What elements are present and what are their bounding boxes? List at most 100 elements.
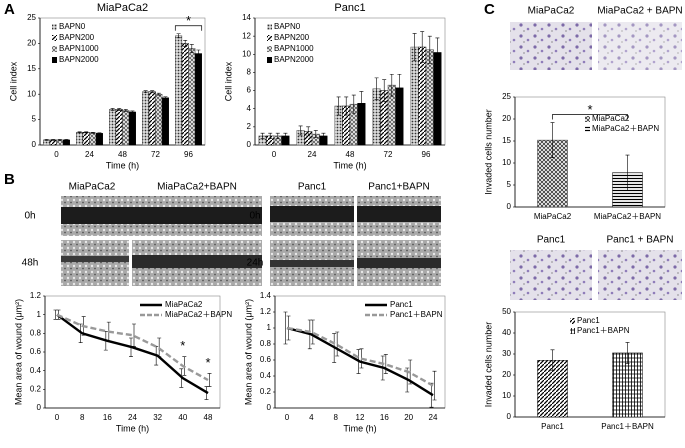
legend-swatch bbox=[267, 24, 272, 30]
y-tick-label: 1 bbox=[267, 323, 272, 332]
x-tick-label: 24 bbox=[308, 150, 317, 159]
error-bar bbox=[44, 139, 49, 141]
micrograph bbox=[510, 22, 592, 70]
error-bar bbox=[260, 132, 265, 139]
bar bbox=[188, 48, 196, 146]
column-label: MiaPaCa2+BAPN bbox=[157, 182, 237, 193]
x-tick-label: MiaPaCa2＋BAPN bbox=[594, 212, 661, 221]
x-tick-label: Panc1 bbox=[541, 422, 564, 431]
chart-title: Panc1 bbox=[334, 2, 365, 14]
legend-swatch bbox=[267, 57, 272, 63]
column-label: Panc1 + BAPN bbox=[607, 235, 674, 246]
legend-label: MiaPaCa2 bbox=[592, 114, 630, 123]
chart-title: MiaPaCa2 bbox=[97, 2, 148, 14]
error-bar bbox=[77, 131, 82, 134]
error-bar bbox=[550, 349, 555, 372]
error-bar bbox=[183, 40, 188, 47]
y-tick-label: 0 bbox=[32, 140, 37, 149]
x-axis-label: Time (h) bbox=[343, 423, 376, 433]
row-label: 24h bbox=[247, 258, 264, 269]
legend-swatch bbox=[585, 116, 590, 122]
error-bar bbox=[132, 323, 136, 347]
y-tick-label: 0.6 bbox=[30, 347, 42, 356]
bar bbox=[425, 49, 434, 146]
micrographs bbox=[61, 22, 682, 300]
error-bar bbox=[163, 96, 168, 100]
x-tick-label: 8 bbox=[80, 413, 85, 422]
error-bar bbox=[313, 130, 318, 139]
error-bar bbox=[389, 73, 394, 97]
y-tick-label: 12 bbox=[242, 31, 251, 40]
error-bar bbox=[143, 90, 148, 93]
bar bbox=[148, 91, 156, 146]
error-bar bbox=[57, 139, 62, 141]
x-tick-label: 0 bbox=[285, 413, 290, 422]
x-axis-label: Time (h) bbox=[333, 160, 366, 170]
error-bar bbox=[435, 37, 440, 68]
significance-bracket bbox=[174, 25, 203, 31]
legend-label: BAPN0 bbox=[59, 22, 86, 31]
y-tick-label: 10 bbox=[27, 89, 36, 98]
panel-letter: B bbox=[4, 171, 15, 188]
bar bbox=[89, 132, 97, 146]
y-axis-label: Mean area of wound (μm²) bbox=[243, 299, 253, 405]
y-tick-label: 0 bbox=[507, 202, 512, 211]
bar bbox=[181, 43, 189, 146]
y-tick-label: 25 bbox=[27, 13, 36, 22]
error-bar bbox=[97, 132, 102, 135]
y-tick-label: 0 bbox=[267, 403, 272, 412]
legend-label: MiaPaCa2＋BAPN bbox=[165, 310, 232, 319]
y-tick-label: 10 bbox=[502, 391, 511, 400]
error-bar bbox=[53, 309, 58, 320]
legend-label: Panc1 bbox=[577, 316, 600, 325]
line bbox=[286, 326, 434, 387]
x-tick-label: 0 bbox=[55, 413, 60, 422]
wound-gap bbox=[357, 206, 441, 222]
bar bbox=[410, 46, 419, 146]
micrograph bbox=[598, 22, 682, 70]
error-bar bbox=[51, 139, 56, 141]
error-bar bbox=[374, 77, 379, 100]
wound-gap bbox=[270, 260, 354, 267]
x-tick-label: 40 bbox=[178, 413, 187, 422]
legend-swatch bbox=[52, 24, 57, 30]
x-tick-label: 48 bbox=[346, 150, 355, 159]
y-tick-label: 25 bbox=[502, 92, 511, 101]
error-bar bbox=[335, 331, 340, 357]
legend-swatch bbox=[570, 318, 575, 324]
legend-swatch bbox=[52, 57, 57, 63]
y-axis-label: Invaded cells number bbox=[483, 322, 493, 408]
error-bar bbox=[432, 370, 437, 401]
x-tick-label: 0 bbox=[272, 150, 277, 159]
y-tick-label: 5 bbox=[32, 115, 37, 124]
significance-bracket bbox=[552, 114, 628, 120]
legend-swatch bbox=[267, 46, 272, 52]
error-bar bbox=[110, 108, 115, 111]
x-tick-label: 72 bbox=[151, 150, 160, 159]
error-bar bbox=[130, 110, 135, 114]
error-bar bbox=[283, 132, 288, 139]
error-bar bbox=[397, 73, 402, 102]
error-bar bbox=[156, 92, 161, 96]
y-tick-label: 30 bbox=[502, 349, 511, 358]
legend-label: Panc1＋BAPN bbox=[390, 310, 443, 319]
y-tick-label: 20 bbox=[502, 114, 511, 123]
y-tick-label: 40 bbox=[502, 328, 511, 337]
legend-label: BAPN2000 bbox=[59, 55, 99, 64]
y-tick-label: 8 bbox=[247, 68, 252, 77]
bar bbox=[109, 109, 117, 146]
y-tick-label: 0 bbox=[247, 140, 252, 149]
x-tick-label: 72 bbox=[384, 150, 393, 159]
wound-gap bbox=[61, 256, 129, 262]
column-label: Panc1+BAPN bbox=[368, 182, 429, 193]
legend-swatch bbox=[585, 126, 590, 132]
x-tick-label: 8 bbox=[333, 413, 338, 422]
y-axis-label: Mean area of wound (μm²) bbox=[13, 299, 23, 405]
bar bbox=[115, 109, 123, 146]
x-tick-label: 96 bbox=[422, 150, 431, 159]
error-bar bbox=[550, 122, 555, 159]
line bbox=[286, 326, 434, 397]
legend-label: Panc1 bbox=[390, 300, 413, 309]
error-bar bbox=[310, 319, 315, 345]
y-tick-label: 5 bbox=[507, 180, 512, 189]
